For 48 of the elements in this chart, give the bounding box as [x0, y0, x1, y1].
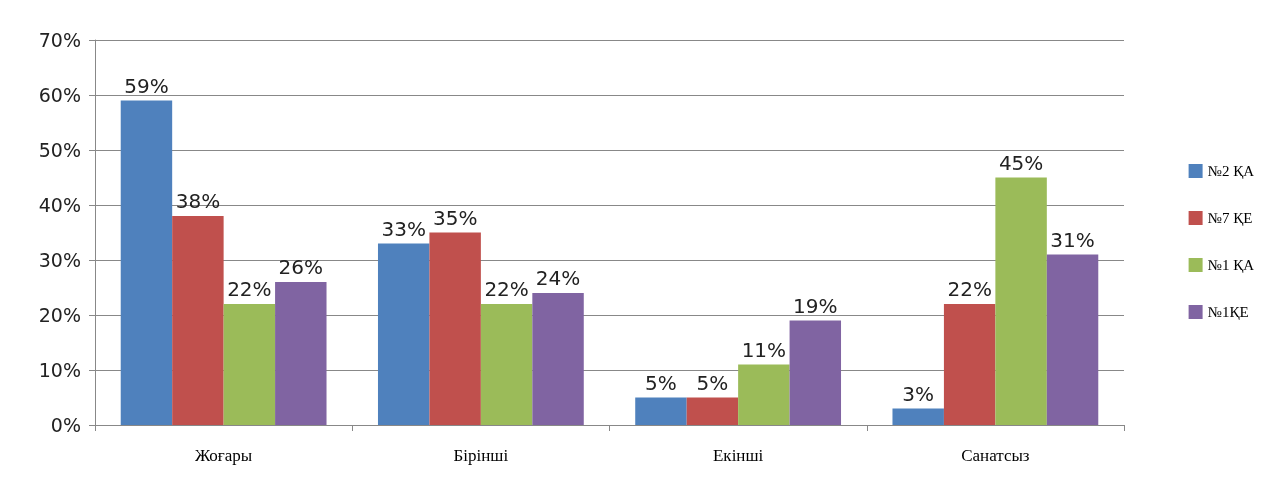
data-label: 33%: [381, 216, 426, 241]
y-tick-label: 70%: [38, 29, 81, 51]
data-label: 38%: [175, 189, 221, 213]
data-label: 31%: [1050, 227, 1095, 252]
x-tick-label: Бірінші: [453, 446, 509, 465]
legend-label: №2 ҚА: [1207, 163, 1255, 179]
bar: [172, 216, 224, 425]
bar: [892, 408, 944, 425]
data-label: 3%: [902, 381, 935, 406]
bar: [789, 320, 842, 425]
data-label: 22%: [947, 277, 992, 301]
y-tick-label: 30%: [38, 249, 81, 271]
x-tick-label: Санатсыз: [961, 446, 1030, 465]
bar: [275, 282, 327, 425]
data-label: 24%: [535, 266, 581, 290]
bar: [120, 100, 173, 425]
x-tick-label: Екінші: [712, 446, 764, 465]
data-label: 22%: [227, 277, 272, 301]
data-label: 26%: [278, 255, 324, 279]
legend-label: №1ҚЕ: [1207, 304, 1249, 320]
bar: [943, 304, 996, 425]
data-label: 45%: [998, 150, 1044, 175]
legend-label: №7 ҚЕ: [1207, 210, 1253, 226]
bar: [377, 243, 430, 425]
y-tick-label: 0%: [50, 414, 81, 436]
data-label: 19%: [793, 293, 838, 318]
bar: [635, 397, 687, 425]
data-label: 11%: [741, 337, 787, 362]
data-label: 22%: [484, 277, 529, 301]
y-tick-label: 20%: [38, 304, 81, 326]
data-label: 35%: [432, 205, 478, 230]
y-tick-label: 60%: [38, 84, 81, 106]
bar: [1046, 254, 1099, 425]
data-label: 5%: [645, 370, 677, 395]
bar: [223, 304, 276, 425]
legend-label: №1 ҚА: [1207, 257, 1255, 273]
bar: [532, 293, 584, 425]
bar: [480, 304, 533, 425]
bar: [686, 397, 739, 425]
data-label: 59%: [124, 73, 169, 98]
y-tick-label: 40%: [38, 194, 81, 216]
bar: [429, 232, 481, 425]
y-tick-label: 50%: [38, 139, 81, 161]
bar: [738, 364, 790, 425]
bar: [995, 177, 1047, 425]
data-label: 5%: [696, 370, 729, 395]
x-tick-label: Жоғары: [194, 446, 253, 465]
y-tick-label: 10%: [38, 359, 81, 381]
